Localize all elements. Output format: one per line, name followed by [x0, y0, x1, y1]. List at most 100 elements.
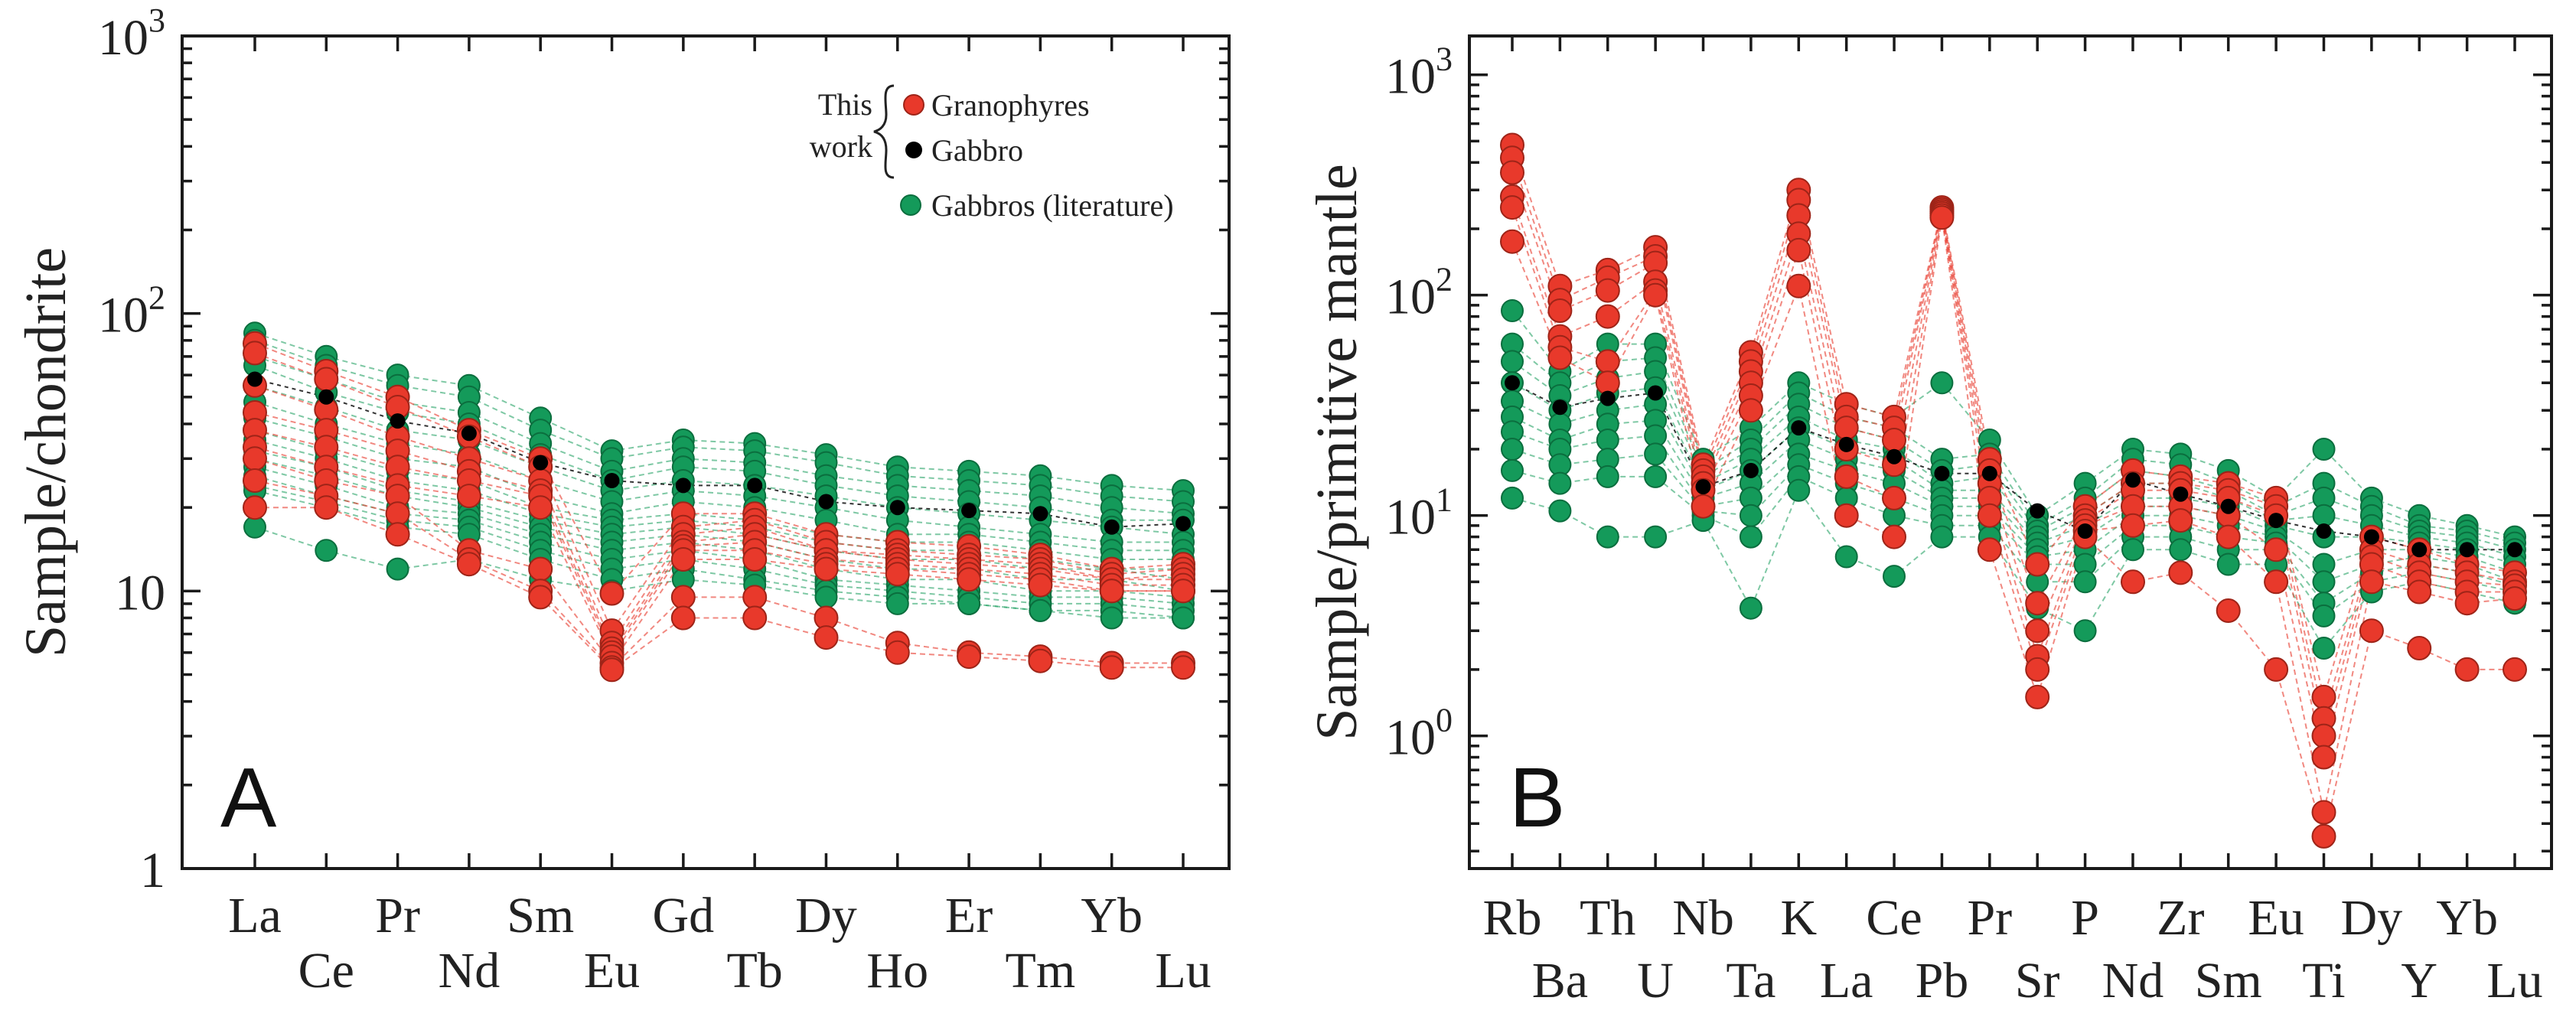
data-point [1834, 545, 1858, 569]
data-point [2503, 657, 2527, 682]
data-point [2507, 542, 2522, 558]
data-point [243, 446, 267, 471]
data-point [2312, 604, 2336, 627]
x-tick-label: Nb [1672, 890, 1734, 946]
data-point [1834, 416, 1859, 441]
data-point [1099, 655, 1124, 680]
data-point [2268, 513, 2284, 529]
data-point [2121, 513, 2145, 538]
series-line [254, 439, 1183, 570]
y-tick-labels-b: 100 101 102 103 [1385, 41, 1453, 766]
series-line [254, 401, 1183, 543]
data-point [1501, 438, 1524, 461]
data-point [461, 425, 477, 442]
data-point [2312, 438, 2336, 461]
x-tick-label: Ti [2302, 953, 2345, 1009]
x-tick-label: Er [945, 888, 993, 944]
data-point [1791, 420, 1807, 436]
x-tick-label: Zr [2157, 890, 2204, 946]
x-tick-label: Dy [795, 888, 857, 944]
legend-marker-gabbro [905, 142, 922, 158]
y-axis-label-a: Sample/chondrite [14, 247, 78, 657]
data-point [2025, 591, 2050, 616]
data-point [386, 557, 409, 581]
y-tick-label: 103 [1385, 41, 1453, 105]
data-point [2316, 523, 2332, 539]
legend-marker-gabbros-literature [900, 194, 921, 216]
data-point [1596, 464, 1619, 488]
x-tick-label: Pb [1916, 953, 1969, 1009]
data-point [2503, 586, 2527, 611]
panel-letter-a: A [220, 751, 277, 845]
x-tick-label: Lu [1155, 943, 1211, 999]
data-point [1977, 537, 2002, 562]
data-point [2077, 523, 2093, 539]
x-tick-label: Yb [1081, 888, 1143, 944]
y-tick-label: 103 [98, 2, 165, 66]
data-point [2312, 570, 2336, 594]
data-point [1977, 503, 2002, 528]
data-point [1099, 579, 1124, 604]
series-line [1511, 488, 2516, 650]
y-tick-label: 102 [1385, 261, 1453, 325]
data-point [1838, 436, 1854, 452]
x-tick-label: Gd [653, 888, 715, 944]
data-point [675, 478, 691, 494]
data-point [742, 585, 768, 610]
data-point [1930, 525, 1954, 549]
legend-label-gabbro: Gabbro [931, 133, 1023, 168]
data-point [1171, 655, 1195, 680]
data-point [1547, 298, 1573, 323]
y-tick-label: 1 [140, 843, 165, 898]
series-line [1511, 217, 2515, 839]
data-point [1500, 195, 1524, 220]
data-point [1786, 237, 1811, 262]
data-point [2030, 503, 2046, 519]
data-point [1547, 345, 1573, 370]
data-point [2359, 618, 2384, 644]
x-tick-label: Ce [1866, 890, 1922, 946]
data-point [318, 389, 334, 405]
x-tick-label: Nd [2102, 953, 2164, 1009]
series-line [254, 352, 1184, 633]
data-point [1505, 375, 1520, 391]
series-line [254, 429, 1183, 560]
series-line [254, 450, 1184, 581]
data-point [1738, 398, 1763, 423]
plot-area-b [1468, 34, 2553, 870]
data-point [604, 473, 620, 488]
series-line [254, 384, 1184, 536]
x-tick-label: Yb [2436, 890, 2498, 946]
data-point [1834, 464, 1859, 489]
data-point [1886, 448, 1902, 464]
x-tick-label: Y [2401, 953, 2437, 1009]
data-point [1644, 442, 1668, 466]
data-point [1644, 525, 1668, 549]
data-point [2216, 598, 2241, 623]
data-point [1501, 350, 1524, 373]
data-point [1595, 349, 1620, 374]
data-point [1834, 503, 1859, 528]
x-tick-label: Sr [2015, 953, 2060, 1009]
data-point [1028, 648, 1053, 673]
data-point [2073, 570, 2097, 594]
data-point [1643, 282, 1668, 308]
legend-brace [873, 84, 895, 179]
x-tick-label: Tb [726, 943, 782, 999]
data-point [2407, 636, 2432, 660]
data-point [818, 494, 834, 510]
legend: This work Granophyres Gabbro Gabbros (li… [810, 84, 1174, 223]
legend-label-gabbros-literature: Gabbros (literature) [931, 188, 1174, 223]
data-point [814, 585, 838, 609]
series-line [254, 342, 1184, 595]
data-point [1743, 462, 1759, 478]
data-point [456, 552, 481, 577]
x-tick-label: Pr [375, 888, 420, 944]
data-point [2312, 637, 2336, 660]
data-point [1882, 524, 1906, 549]
data-point [1028, 572, 1053, 598]
data-point [670, 585, 696, 610]
y-tick-label: 101 [1385, 481, 1453, 546]
data-point [1595, 304, 1620, 329]
